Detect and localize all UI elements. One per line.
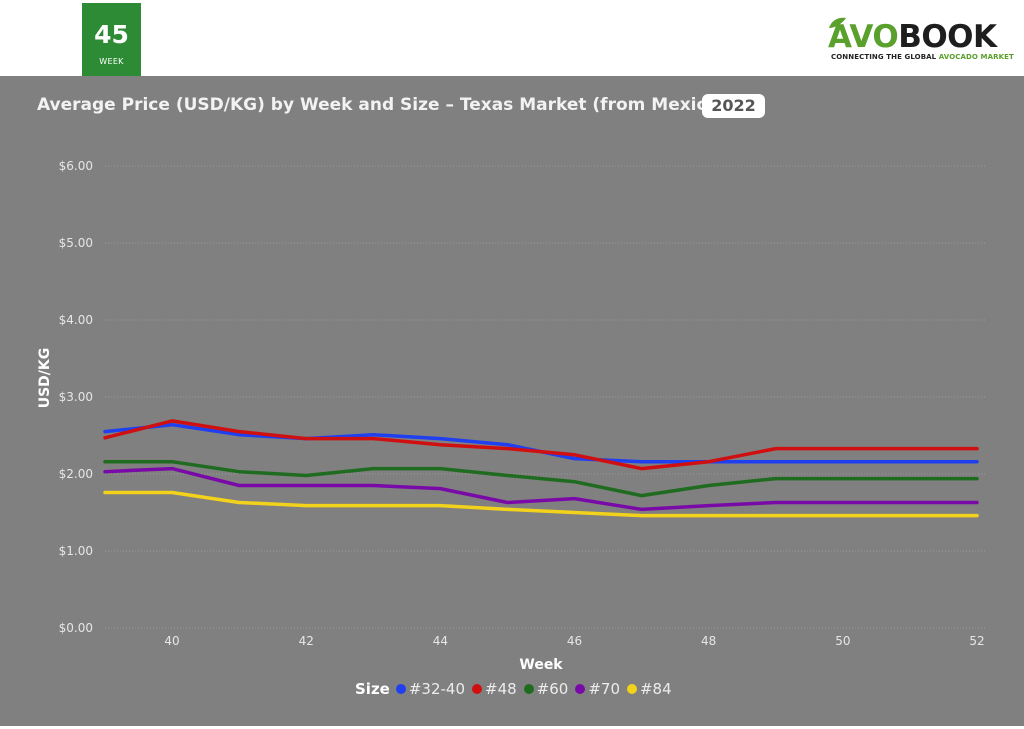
x-tick-label: 40 <box>164 634 179 648</box>
legend-label: #60 <box>536 680 569 698</box>
legend-label: #70 <box>588 680 620 698</box>
logo-avo: AVO <box>828 19 899 55</box>
y-tick-label: $6.00 <box>59 159 93 173</box>
legend-item[interactable]: #48 <box>472 680 517 698</box>
x-tick-label: 50 <box>835 634 850 648</box>
week-badge: 45 WEEK <box>82 3 141 76</box>
series-line <box>103 419 979 471</box>
series-line <box>103 466 979 512</box>
x-axis-ticks: 40 42 44 46 48 50 52 <box>164 634 984 648</box>
logo-book: BOOK <box>898 19 997 55</box>
legend-label: #32-40 <box>408 680 466 698</box>
legend-item[interactable]: #60 <box>523 680 569 698</box>
grid-lines <box>105 165 985 629</box>
y-tick-label: $1.00 <box>59 544 93 558</box>
legend-item[interactable]: #70 <box>575 680 620 698</box>
y-axis-ticks: $0.00 $1.00 $2.00 $3.00 $4.00 $5.00 $6.00 <box>59 159 93 635</box>
leaf-icon <box>829 17 846 28</box>
y-tick-label: $0.00 <box>59 621 93 635</box>
chart-title: Average Price (USD/KG) by Week and Size … <box>37 95 727 115</box>
year-filter[interactable]: 2022 <box>702 94 765 118</box>
legend-swatch <box>626 684 637 694</box>
week-number: 45 <box>94 20 129 49</box>
legend-swatch <box>523 684 534 694</box>
top-bar <box>0 0 1024 76</box>
logo-tagline-b: AVOCADO MARKET <box>938 53 1014 61</box>
logo-tagline: CONNECTING THE GLOBAL AVOCADO MARKET <box>831 53 1014 61</box>
legend-title: Size <box>355 680 390 698</box>
x-tick-label: 52 <box>969 634 984 648</box>
series-lines <box>103 419 979 518</box>
week-label: WEEK <box>99 57 124 66</box>
legend-swatch <box>575 684 586 694</box>
legend-item[interactable]: #84 <box>626 680 672 698</box>
legend-label: #48 <box>485 680 517 698</box>
logo-tagline-a: CONNECTING THE GLOBAL <box>831 53 939 61</box>
y-tick-label: $4.00 <box>59 313 93 327</box>
chart-panel <box>0 76 1024 726</box>
chart-legend: Size #32-40 #48 #60 #70 #84 <box>355 679 679 699</box>
y-tick-label: $5.00 <box>59 236 93 250</box>
y-tick-label: $3.00 <box>59 390 93 404</box>
legend-swatch <box>472 684 483 694</box>
x-tick-label: 42 <box>299 634 314 648</box>
legend-label: #84 <box>639 680 672 698</box>
y-tick-label: $2.00 <box>59 467 93 481</box>
logo-wordmark: AVOBOOK <box>828 20 997 54</box>
x-tick-label: 46 <box>567 634 582 648</box>
x-axis-title: Week <box>519 657 563 673</box>
y-axis-title: USD/KG <box>37 348 53 409</box>
series-line <box>103 490 979 518</box>
x-tick-label: 44 <box>433 634 448 648</box>
series-line <box>103 459 979 498</box>
legend-swatch <box>395 684 406 694</box>
avobook-logo: AVOBOOK CONNECTING THE GLOBAL AVOCADO MA… <box>824 16 1016 66</box>
x-tick-label: 48 <box>701 634 716 648</box>
legend-item[interactable]: #32-40 <box>395 680 466 698</box>
